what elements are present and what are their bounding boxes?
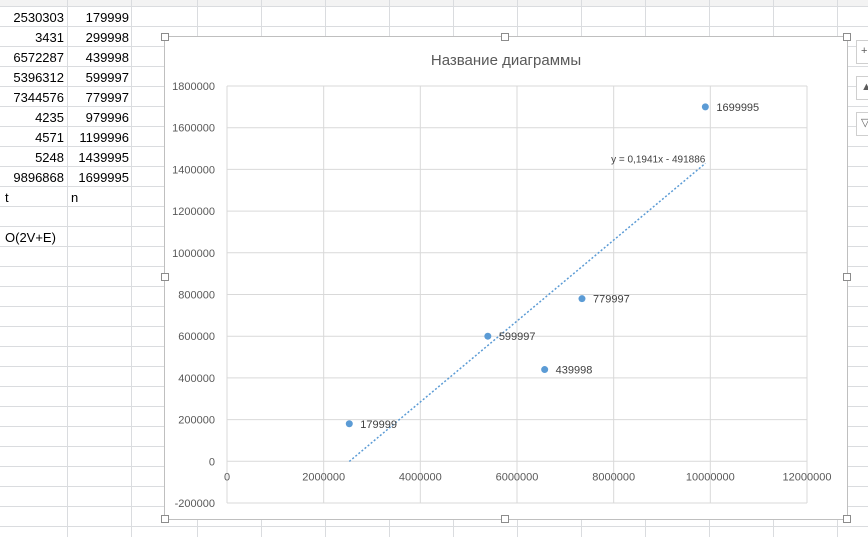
row-gridline (0, 526, 868, 527)
x-tick-label: 0 (224, 471, 230, 483)
cell-time[interactable]: 7344576 (13, 90, 64, 105)
data-point (484, 332, 492, 340)
cell-time[interactable]: 6572287 (13, 50, 64, 65)
cell-n[interactable]: 1439995 (78, 150, 129, 165)
cell-n[interactable]: 439998 (85, 50, 129, 65)
cell-n[interactable]: 179999 (85, 10, 129, 25)
y-tick-label: -200000 (175, 498, 215, 510)
x-tick-label: 10000000 (686, 471, 735, 483)
cell-complexity[interactable]: O(2V+E) (5, 230, 56, 245)
cell-n[interactable]: 1699995 (78, 170, 129, 185)
chart-elements-button[interactable]: + (856, 40, 868, 64)
cell-time[interactable]: 4235 (35, 110, 64, 125)
plus-icon: + (861, 45, 868, 57)
chart-resize-handle-top[interactable] (501, 33, 509, 41)
row-gridline (0, 6, 868, 7)
trendline (348, 162, 706, 463)
row-gridline (0, 26, 868, 27)
y-tick-label: 1600000 (172, 123, 215, 135)
cell-n[interactable]: 299998 (85, 30, 129, 45)
chart-resize-handle-bl[interactable] (161, 515, 169, 523)
chart-title[interactable]: Название диаграммы (431, 52, 581, 69)
x-tick-label: 8000000 (592, 471, 635, 483)
cell-label-t[interactable]: t (5, 190, 9, 205)
data-label: 439998 (556, 365, 593, 377)
cell-n[interactable]: 599997 (85, 70, 129, 85)
y-tick-label: 600000 (178, 331, 215, 343)
y-tick-label: 0 (209, 456, 215, 468)
chart-resize-handle-tr[interactable] (843, 33, 851, 41)
x-tick-label: 2000000 (302, 471, 345, 483)
cell-n[interactable]: 979996 (85, 110, 129, 125)
data-label: 779997 (593, 294, 630, 306)
column-gridline (131, 0, 132, 537)
cell-time[interactable]: 2530303 (13, 10, 64, 25)
data-point (578, 295, 586, 303)
y-tick-label: 1800000 (172, 81, 215, 93)
chart-plot-svg: Название диаграммы -200000 0 200000 400000 6… (172, 52, 832, 510)
cell-time[interactable]: 4571 (35, 130, 64, 145)
brush-icon: ▲ (861, 81, 868, 93)
chart-filters-button[interactable]: ▽ (856, 112, 868, 136)
data-point (701, 103, 709, 111)
chart-resize-handle-bottom[interactable] (501, 515, 509, 523)
y-tick-label: 400000 (178, 373, 215, 385)
x-tick-label: 6000000 (496, 471, 539, 483)
cell-time[interactable]: 5396312 (13, 70, 64, 85)
x-tick-label: 12000000 (783, 471, 832, 483)
chart-resize-handle-br[interactable] (843, 515, 851, 523)
data-point (541, 366, 549, 374)
data-label: 1699995 (716, 102, 759, 114)
trendline-equation: y = 0,1941x - 491886 (611, 154, 706, 165)
data-point (345, 420, 353, 428)
y-tick-label: 800000 (178, 290, 215, 302)
x-tick-label: 4000000 (399, 471, 442, 483)
column-gridline (67, 0, 68, 537)
chart-resize-handle-tl[interactable] (161, 33, 169, 41)
data-label: 599997 (499, 331, 536, 343)
chart-resize-handle-right[interactable] (843, 273, 851, 281)
y-tick-label: 200000 (178, 415, 215, 427)
cell-n[interactable]: 779997 (85, 90, 129, 105)
filter-icon: ▽ (861, 117, 868, 129)
cell-time[interactable]: 3431 (35, 30, 64, 45)
y-tick-label: 1400000 (172, 164, 215, 176)
y-tick-label: 1200000 (172, 206, 215, 218)
y-tick-label: 1000000 (172, 248, 215, 260)
cell-n[interactable]: 1199996 (79, 130, 129, 145)
cell-time[interactable]: 5248 (35, 150, 64, 165)
data-label: 179999 (360, 419, 397, 431)
chart-resize-handle-left[interactable] (161, 273, 169, 281)
cell-time[interactable]: 9896868 (13, 170, 64, 185)
chart-styles-button[interactable]: ▲ (856, 76, 868, 100)
cell-label-n[interactable]: n (71, 190, 79, 205)
scatter-chart[interactable]: Название диаграммы -200000 0 200000 400000 6… (164, 36, 848, 520)
